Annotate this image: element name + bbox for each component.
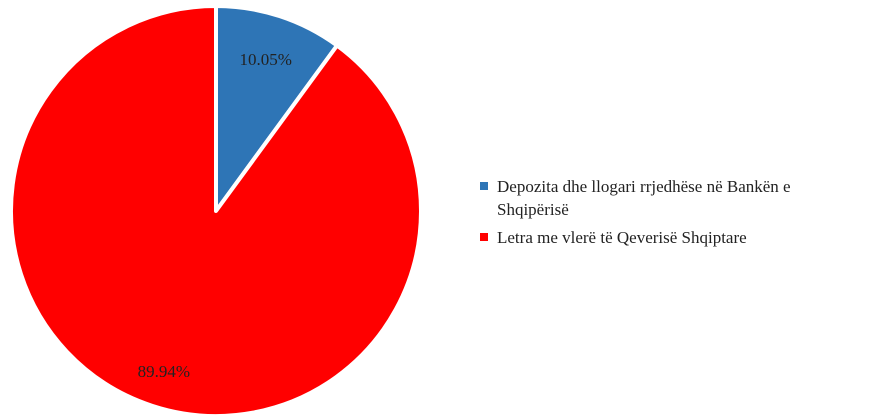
data-label-securities: 89.94% (138, 362, 190, 381)
legend-item-deposits: Depozita dhe llogari rrjedhëse në Bankën… (480, 175, 865, 221)
legend-swatch-securities (480, 233, 488, 241)
data-label-deposits: 10.05% (239, 50, 291, 69)
legend-item-securities: Letra me vlerë të Qeverisë Shqiptare (480, 226, 865, 249)
pie-slice-deposits (214, 4, 340, 213)
chart-legend: Depozita dhe llogari rrjedhëse në Bankën… (480, 175, 865, 254)
legend-label-deposits: Depozita dhe llogari rrjedhëse në Bankën… (497, 177, 791, 219)
legend-label-securities: Letra me vlerë të Qeverisë Shqiptare (497, 228, 747, 247)
legend-swatch-deposits (480, 182, 488, 190)
pie-slices (9, 4, 423, 417)
pie-data-labels: 10.05% 89.94% (138, 50, 292, 381)
pie-slice-securities (9, 4, 423, 417)
